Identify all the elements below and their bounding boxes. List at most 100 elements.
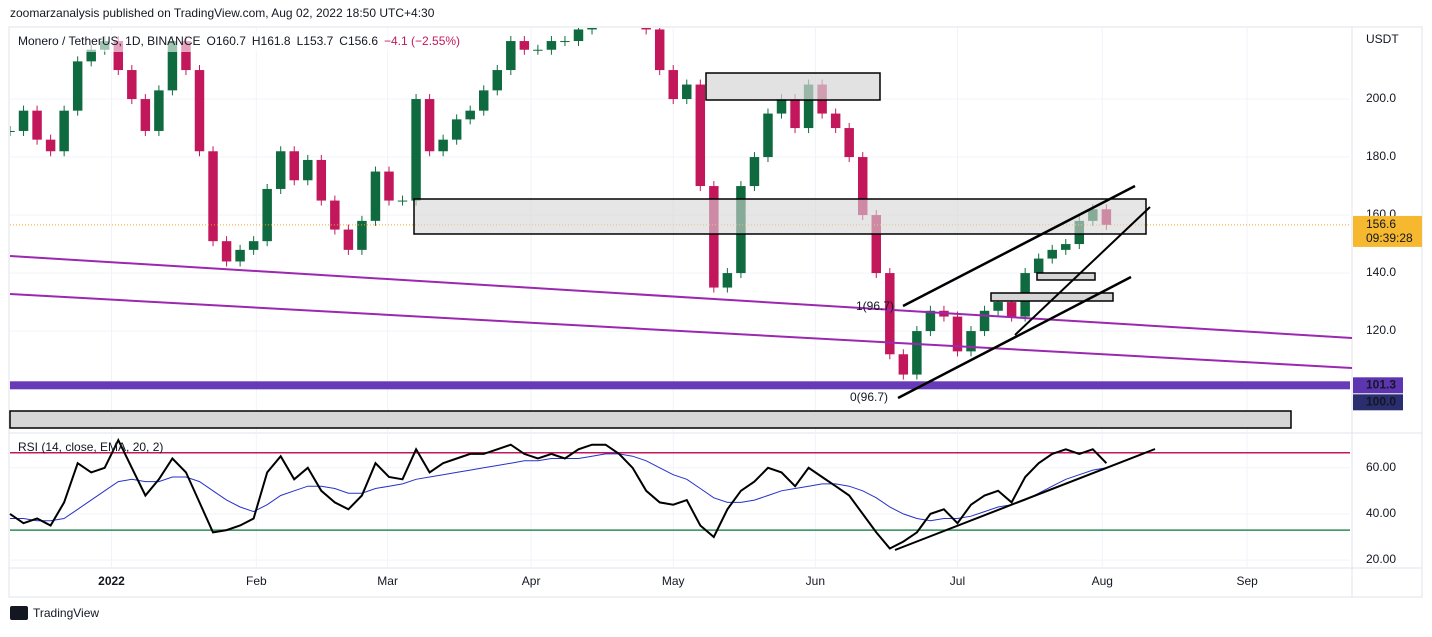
level-label: 100.0 <box>1366 394 1396 408</box>
candle <box>722 273 733 288</box>
candle <box>952 316 963 352</box>
candle <box>113 41 124 71</box>
candle <box>154 90 164 131</box>
x-tick-label: Feb <box>246 574 267 588</box>
x-tick-label: 2022 <box>98 574 125 588</box>
y-tick-label: 200.0 <box>1366 91 1396 105</box>
candle <box>384 171 394 201</box>
zone <box>705 72 881 101</box>
rsi-tick-label: 40.00 <box>1366 506 1396 520</box>
candle <box>803 84 814 129</box>
candle <box>235 249 245 262</box>
candle <box>844 128 854 158</box>
footer-brand: TradingView <box>33 606 99 620</box>
annotations <box>9 72 1353 551</box>
level-band <box>10 381 1350 390</box>
candle <box>776 99 787 114</box>
chart-frame <box>8 26 1423 598</box>
candle <box>546 41 557 50</box>
candle <box>424 99 435 152</box>
candle <box>1061 244 1071 250</box>
zone <box>1036 272 1096 281</box>
open: O160.7 <box>207 34 247 48</box>
candle <box>181 41 191 71</box>
candle <box>167 41 178 91</box>
candle <box>993 302 1003 311</box>
candle <box>898 354 909 375</box>
zone <box>413 198 1147 235</box>
candle <box>127 70 137 100</box>
candle <box>871 215 881 274</box>
candle <box>86 49 96 62</box>
legend: Monero / TetherUS, 1D, BINANCE O160.7 H161… <box>18 34 460 48</box>
candle <box>492 70 503 91</box>
candle <box>682 84 692 100</box>
candle <box>885 273 895 355</box>
candle <box>654 29 665 71</box>
x-tick-label: Apr <box>522 574 541 588</box>
candle <box>465 110 475 120</box>
candle <box>1006 302 1017 317</box>
candle <box>709 186 719 288</box>
candle <box>370 171 381 221</box>
trend-line <box>9 255 1353 339</box>
candle <box>533 49 543 51</box>
candle <box>641 28 651 30</box>
high: H161.8 <box>252 34 291 48</box>
rsi-trend-line <box>894 448 1156 551</box>
trend-line <box>9 293 1353 369</box>
rsi-ma <box>10 453 1107 522</box>
candle <box>303 159 313 181</box>
candle <box>194 70 205 152</box>
candle <box>519 41 530 50</box>
published-line: zoomarzanalysis published on TradingView… <box>10 6 435 20</box>
candle <box>262 188 272 242</box>
candle <box>289 151 299 181</box>
candle <box>397 200 408 202</box>
candle <box>857 157 868 216</box>
candle <box>343 229 354 250</box>
candle <box>573 29 584 42</box>
candle <box>451 119 462 140</box>
candle <box>979 310 990 332</box>
channel-line <box>902 184 1136 308</box>
candle <box>316 159 327 201</box>
price-tag <box>1353 215 1422 247</box>
rsi-line <box>9 437 1108 550</box>
y-tick-label: 120.0 <box>1366 323 1396 337</box>
y-tick-label: 140.0 <box>1366 265 1396 279</box>
candle <box>763 113 773 158</box>
zone <box>9 410 1292 429</box>
level-tag <box>1353 394 1403 411</box>
fib-label: 1(96.7) <box>856 299 894 313</box>
candle <box>18 110 29 131</box>
low: L153.7 <box>297 34 334 48</box>
change: −4.1 (−2.55%) <box>384 34 460 48</box>
candle <box>10 130 15 132</box>
candle <box>506 41 516 71</box>
close: C156.6 <box>339 34 378 48</box>
x-tick-label: Mar <box>377 574 398 588</box>
candle <box>966 331 976 352</box>
price-label: 156.6 <box>1366 217 1396 231</box>
fib-label: 0(96.7) <box>850 390 888 404</box>
candle <box>912 331 922 375</box>
level-tag <box>1353 377 1403 394</box>
candle <box>32 110 42 140</box>
candle <box>330 200 340 230</box>
candle <box>830 113 841 129</box>
symbol: Monero / TetherUS, 1D, BINANCE <box>18 34 201 48</box>
currency: USDT <box>1366 32 1399 46</box>
candle <box>72 61 83 111</box>
channel-line <box>1014 206 1151 336</box>
rsi-tick-label: 60.00 <box>1366 460 1396 474</box>
candle <box>479 90 489 111</box>
candle <box>1047 249 1057 259</box>
candle <box>749 157 760 187</box>
x-tick-label: Sep <box>1236 574 1258 588</box>
candle <box>587 28 597 30</box>
candle <box>560 41 570 43</box>
countdown: 09:39:28 <box>1366 231 1413 245</box>
rsi-tick-label: 20.00 <box>1366 552 1396 566</box>
